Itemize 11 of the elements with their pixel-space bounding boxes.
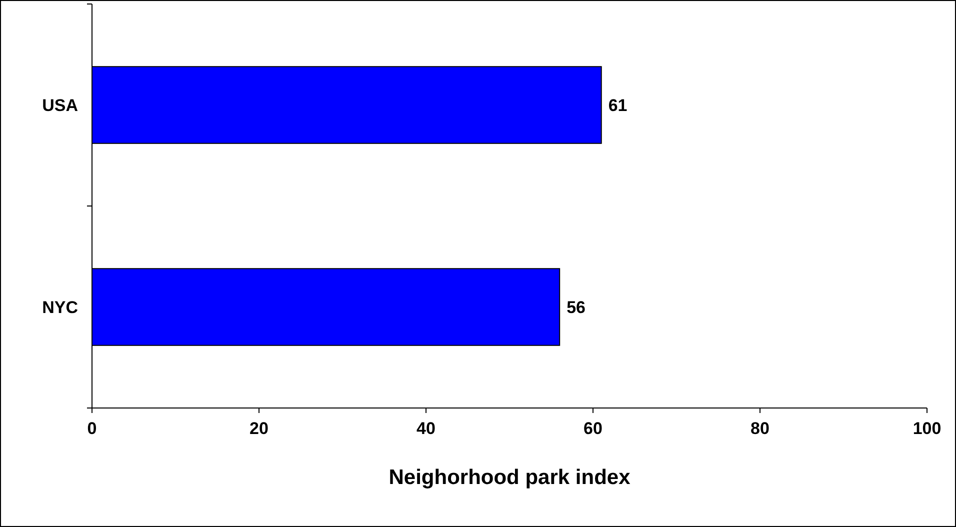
x-axis-title: Neighorhood park index	[388, 466, 631, 489]
x-tick-label: 0	[87, 419, 97, 438]
y-tick-label: NYC	[42, 298, 78, 317]
data-label: 56	[566, 298, 586, 317]
x-tick-label: 20	[250, 419, 268, 438]
x-tick-label: 80	[750, 419, 770, 438]
x-tick-label: 40	[416, 419, 436, 438]
x-tick-label: 60	[584, 419, 602, 438]
y-tick-label: USA	[42, 96, 78, 115]
x-tick-label: 100	[912, 419, 942, 438]
data-label: 61	[608, 96, 628, 115]
